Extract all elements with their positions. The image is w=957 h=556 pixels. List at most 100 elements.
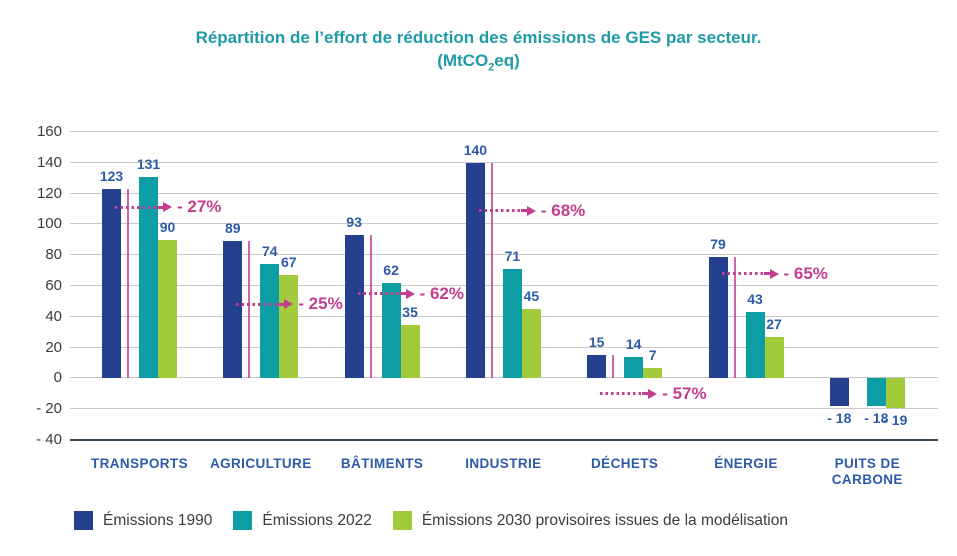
bar bbox=[521, 309, 541, 379]
legend-label: Émissions 2022 bbox=[262, 511, 372, 529]
x-axis-label: TRANSPORTS bbox=[90, 456, 188, 471]
bar bbox=[102, 188, 121, 379]
legend-item: Émissions 1990 bbox=[74, 511, 212, 530]
arrow-stem bbox=[520, 209, 527, 213]
gridline bbox=[70, 131, 938, 132]
gridline bbox=[70, 254, 938, 256]
y-axis-tick-label: 20 bbox=[45, 338, 62, 356]
bar bbox=[260, 264, 280, 379]
bar-value-label: 15 bbox=[588, 334, 605, 351]
reduction-arrow: - 68% bbox=[478, 200, 585, 222]
bar-value-label: 123 bbox=[99, 167, 124, 184]
bar bbox=[139, 176, 158, 379]
y-axis-tick-label: 40 bbox=[45, 307, 62, 325]
bar bbox=[885, 378, 905, 408]
y-axis-tick-label: 140 bbox=[36, 153, 62, 171]
arrow-dotted-line bbox=[357, 292, 400, 296]
bar-value-label: 62 bbox=[383, 261, 399, 278]
bar-value-label: 27 bbox=[766, 315, 782, 332]
reference-line bbox=[490, 162, 493, 379]
reduction-arrow: - 27% bbox=[115, 196, 221, 218]
bar-value-label: 74 bbox=[262, 243, 278, 260]
bar-value-label: 90 bbox=[159, 218, 176, 235]
arrow-head-icon bbox=[769, 268, 779, 279]
bar bbox=[866, 378, 886, 407]
reduction-percentage-label: - 57% bbox=[662, 383, 707, 403]
bar-value-label: 79 bbox=[710, 235, 726, 252]
bar-value-label: - 18 bbox=[827, 410, 852, 427]
bar bbox=[829, 378, 849, 407]
x-axis-line bbox=[70, 439, 938, 441]
y-axis-tick-label: 160 bbox=[36, 123, 62, 140]
reference-line bbox=[733, 256, 736, 379]
bar-value-label: 89 bbox=[225, 220, 241, 237]
reference-line bbox=[612, 355, 615, 379]
y-axis-tick-label: 100 bbox=[36, 215, 62, 233]
gridline bbox=[70, 223, 938, 225]
bar-value-label: 45 bbox=[523, 288, 540, 305]
y-axis-tick-label: 0 bbox=[53, 369, 62, 387]
gridline bbox=[70, 161, 938, 163]
bar bbox=[643, 367, 663, 379]
reduction-percentage-label: - 27% bbox=[177, 197, 222, 217]
chart-title-line1: Répartition de l’effort de réduction des… bbox=[195, 28, 762, 47]
arrow-stem bbox=[157, 205, 163, 209]
bar bbox=[745, 312, 765, 379]
reduction-arrow: - 65% bbox=[721, 263, 828, 285]
bar-value-label: 35 bbox=[402, 303, 418, 320]
y-axis-tick-label: - 40 bbox=[36, 431, 62, 448]
reduction-arrow: - 57% bbox=[600, 383, 707, 405]
bar bbox=[158, 239, 177, 379]
legend-swatch bbox=[233, 511, 253, 530]
arrow-dotted-line bbox=[115, 205, 157, 209]
bar bbox=[344, 235, 364, 379]
reduction-arrow: - 25% bbox=[236, 293, 343, 315]
bar-value-label: - 18 bbox=[864, 410, 889, 427]
reference-line bbox=[127, 188, 129, 379]
bar bbox=[624, 356, 644, 379]
legend-item: Émissions 2030 provisoires issues de la … bbox=[392, 511, 788, 530]
chart-title-unit-prefix: (MtCO bbox=[437, 51, 489, 70]
reference-line bbox=[369, 235, 372, 379]
bar-value-label: 93 bbox=[346, 214, 362, 231]
bar bbox=[465, 162, 485, 379]
x-axis-label: ÉNERGIE bbox=[714, 456, 778, 471]
arrow-head-icon bbox=[405, 288, 415, 299]
bar bbox=[223, 241, 243, 379]
gridline bbox=[70, 192, 938, 194]
arrow-stem bbox=[763, 272, 770, 276]
chart-title-line2: (MtCO2eq) bbox=[0, 49, 957, 73]
reduction-percentage-label: - 25% bbox=[298, 294, 343, 314]
bar bbox=[400, 324, 420, 379]
bar-value-label: 140 bbox=[463, 141, 488, 158]
arrow-stem bbox=[278, 302, 285, 306]
bar bbox=[764, 336, 784, 379]
gridline bbox=[70, 408, 938, 410]
x-axis-label: INDUSTRIE bbox=[465, 456, 542, 471]
reference-line bbox=[248, 241, 251, 379]
arrow-dotted-line bbox=[236, 302, 279, 306]
arrow-head-icon bbox=[284, 299, 294, 310]
bar bbox=[279, 275, 299, 379]
x-axis-label: PUITS DE CARBONE bbox=[831, 456, 903, 487]
x-axis-label: DÉCHETS bbox=[591, 456, 659, 471]
y-axis-tick-label: - 20 bbox=[36, 400, 62, 418]
legend-label: Émissions 2030 provisoires issues de la … bbox=[421, 511, 788, 529]
chart-title-unit-suffix: eq) bbox=[494, 51, 520, 70]
arrow-stem bbox=[642, 392, 649, 396]
bar bbox=[708, 256, 728, 379]
bar bbox=[587, 355, 607, 379]
bar-value-label: 131 bbox=[136, 155, 161, 172]
y-axis-tick-label: 120 bbox=[36, 184, 62, 202]
arrow-dotted-line bbox=[721, 272, 764, 276]
bar bbox=[502, 269, 522, 379]
bar-value-label: - 19 bbox=[883, 411, 908, 428]
legend-label: Émissions 1990 bbox=[103, 511, 213, 529]
y-axis-tick-label: 60 bbox=[45, 277, 62, 294]
legend-item: Émissions 2022 bbox=[233, 511, 372, 530]
bar-value-label: 71 bbox=[504, 248, 521, 265]
arrow-head-icon bbox=[526, 205, 536, 216]
bar-value-label: 67 bbox=[281, 254, 297, 271]
legend-swatch bbox=[74, 511, 93, 530]
